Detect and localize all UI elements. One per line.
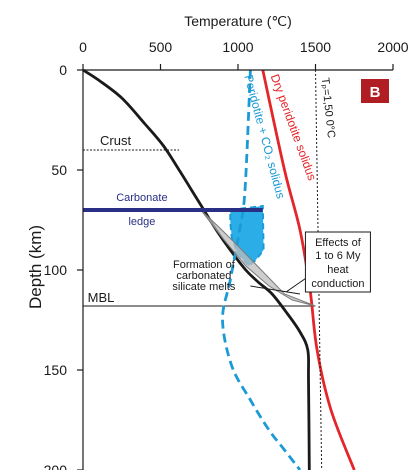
conduction-note-line2: 1 to 6 My xyxy=(315,250,361,262)
tp-label: Tₚ=1,50 0°C xyxy=(319,77,337,139)
melts-note-line1: Formation of xyxy=(173,259,236,271)
y-tick-label-50: 50 xyxy=(51,162,67,178)
series-geotherm xyxy=(82,68,311,471)
conduction-note-line4: conduction xyxy=(311,278,364,290)
mbl-label: MBL xyxy=(88,290,115,305)
conduction-envelope xyxy=(200,209,316,307)
melts-note-line2: carbonated xyxy=(176,270,231,282)
melts-note-line3: silicate melts xyxy=(172,281,235,293)
melts-arrow xyxy=(250,285,301,295)
x-axis-title: Temperature (℃) xyxy=(184,13,292,29)
x-tick-label-1500: 1500 xyxy=(300,39,331,55)
x-tick-label-0: 0 xyxy=(79,39,87,55)
conduction-note-line3: heat xyxy=(327,264,348,276)
conduction-note-line1: Effects of xyxy=(315,237,362,249)
y-tick-label-200: 200 xyxy=(44,462,68,470)
series-peridotite-co2-solidus xyxy=(221,69,302,471)
crust-label: Crust xyxy=(100,133,131,148)
y-tick-label-100: 100 xyxy=(44,262,68,278)
conduction-note-box xyxy=(304,231,371,293)
panel-label: B xyxy=(370,84,381,101)
x-tick-label-2000: 2000 xyxy=(377,39,408,55)
conduction-arrow xyxy=(285,277,307,293)
carbonate-ledge-label-line2: ledge xyxy=(128,216,155,228)
ticks: 0 500 1000 1500 2000 0 50 100 150 200 xyxy=(44,39,409,475)
panel-badge xyxy=(361,79,389,103)
y-tick-label-150: 150 xyxy=(44,362,68,378)
carbonate-ledge-label-line1: Carbonate xyxy=(116,192,167,204)
y-axis-title: Depth (km) xyxy=(26,225,45,309)
x-tick-label-500: 500 xyxy=(149,39,173,55)
y-tick-label-0: 0 xyxy=(59,62,67,78)
x-tick-label-1000: 1000 xyxy=(222,39,253,55)
